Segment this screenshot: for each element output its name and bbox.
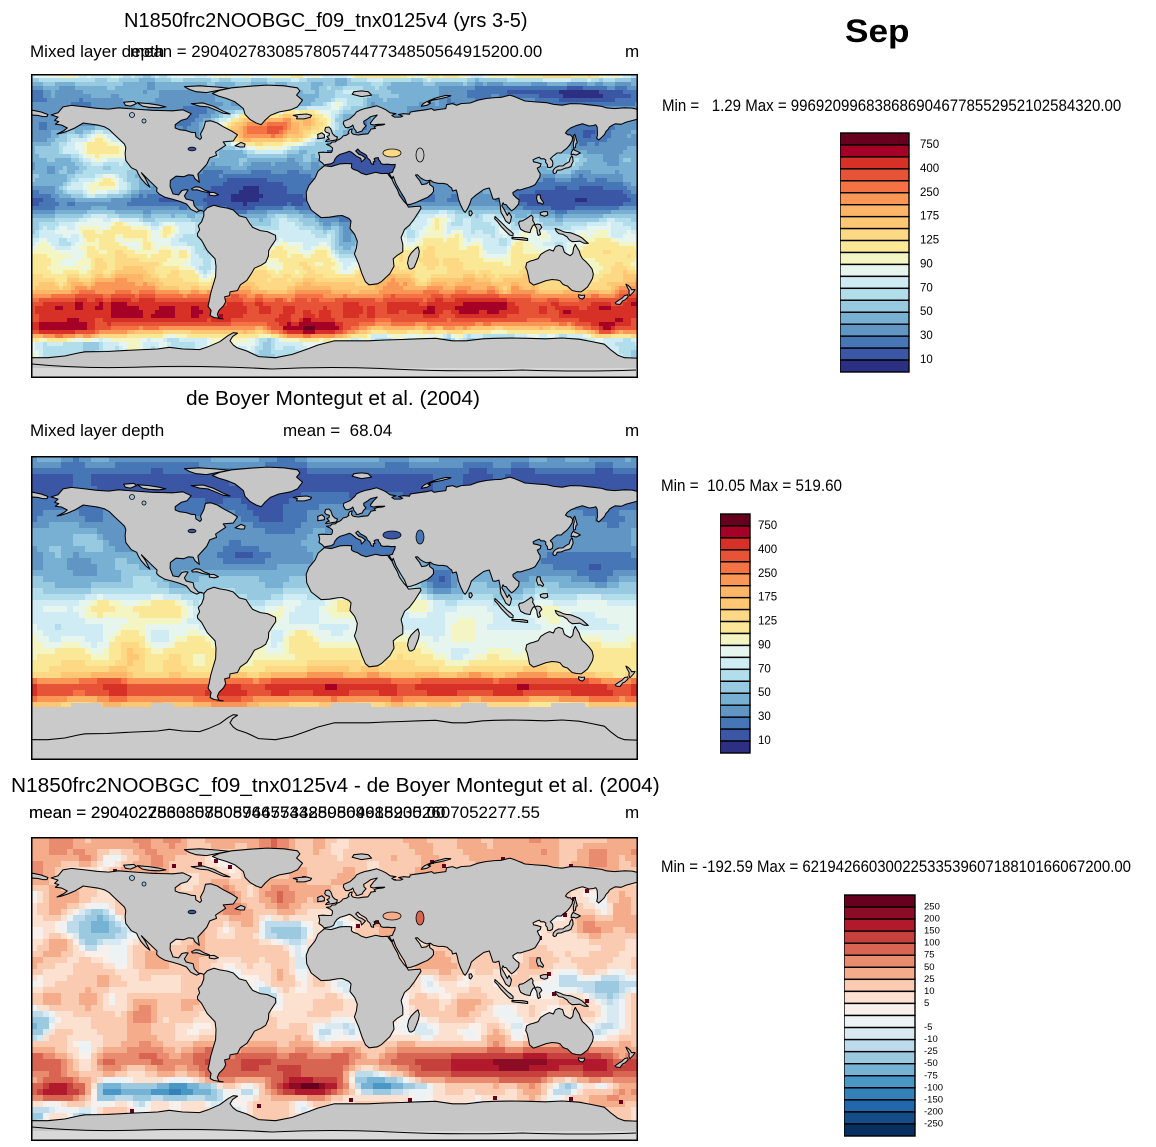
svg-text:70: 70: [758, 663, 771, 675]
svg-text:125: 125: [920, 235, 939, 247]
svg-text:5: 5: [924, 998, 929, 1009]
svg-text:-10: -10: [924, 1034, 938, 1045]
svg-text:-50: -50: [924, 1058, 938, 1069]
svg-text:90: 90: [758, 639, 771, 651]
svg-text:-100: -100: [924, 1082, 943, 1093]
svg-text:50: 50: [758, 687, 771, 699]
svg-text:175: 175: [758, 592, 777, 604]
svg-text:175: 175: [920, 211, 939, 223]
svg-text:-250: -250: [924, 1119, 943, 1130]
svg-text:750: 750: [920, 139, 939, 151]
svg-text:10: 10: [758, 735, 771, 747]
svg-text:125: 125: [758, 616, 777, 628]
svg-text:90: 90: [920, 258, 933, 270]
svg-text:-5: -5: [924, 1022, 932, 1033]
svg-text:-75: -75: [924, 1070, 938, 1081]
svg-text:150: 150: [924, 926, 940, 937]
svg-text:-200: -200: [924, 1106, 943, 1117]
svg-text:250: 250: [920, 187, 939, 199]
svg-text:75: 75: [924, 950, 935, 961]
svg-text:50: 50: [920, 306, 933, 318]
svg-text:250: 250: [924, 902, 940, 913]
svg-text:750: 750: [758, 520, 777, 532]
svg-text:400: 400: [758, 544, 777, 556]
svg-text:-25: -25: [924, 1046, 938, 1057]
svg-text:50: 50: [924, 962, 935, 973]
svg-text:200: 200: [924, 914, 940, 925]
svg-text:70: 70: [920, 282, 933, 294]
svg-text:250: 250: [758, 568, 777, 580]
svg-text:30: 30: [920, 330, 933, 342]
svg-text:10: 10: [920, 354, 933, 366]
svg-text:30: 30: [758, 711, 771, 723]
svg-text:10: 10: [924, 986, 935, 997]
svg-text:400: 400: [920, 163, 939, 175]
svg-text:-150: -150: [924, 1094, 943, 1105]
svg-text:100: 100: [924, 938, 940, 949]
svg-text:25: 25: [924, 974, 935, 985]
